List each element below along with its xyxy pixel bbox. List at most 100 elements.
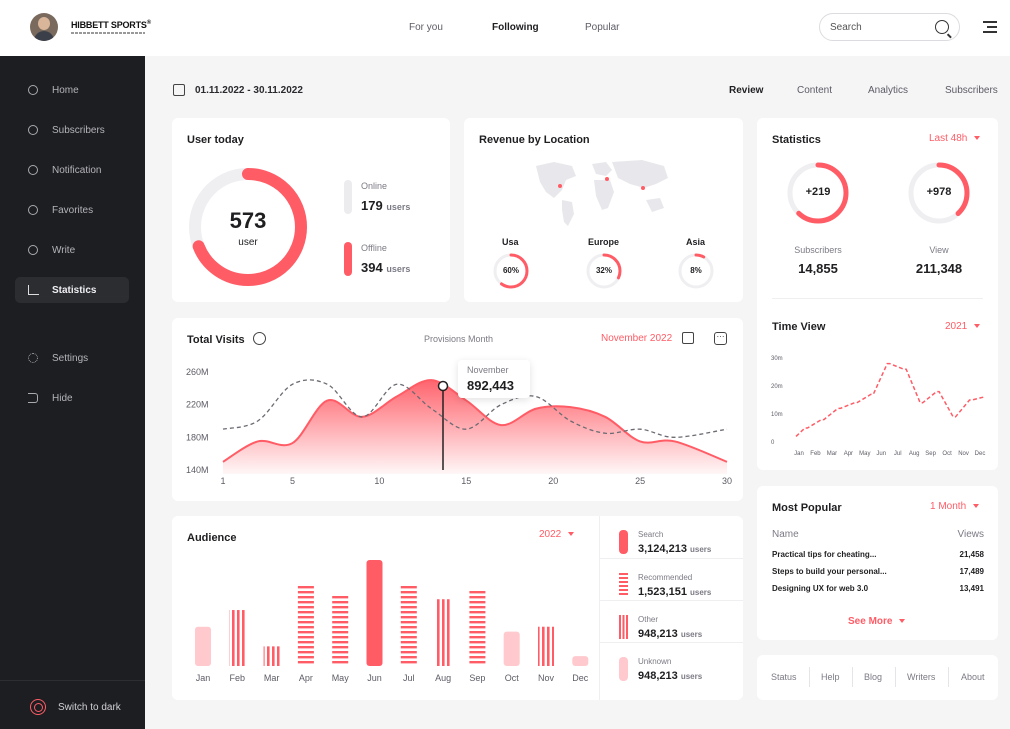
popular-period-selector[interactable]: 1 Month — [930, 501, 980, 512]
legend-swatch — [619, 615, 628, 639]
column-name: Name — [772, 529, 799, 540]
y-tick-label: 30m — [771, 356, 783, 362]
nav-popular[interactable]: Popular — [585, 22, 620, 33]
tab-analytics[interactable]: Analytics — [868, 85, 909, 96]
ring-segment — [493, 253, 529, 289]
calendar-icon[interactable] — [173, 84, 185, 96]
x-tick-label: May — [332, 673, 350, 683]
sidebar-item-label: Settings — [52, 353, 89, 364]
sidebar-item-favorites[interactable]: Favorites — [15, 197, 129, 223]
card-title: Revenue by Location — [479, 134, 590, 146]
legend-swatch — [619, 573, 628, 597]
footer-link-writers[interactable]: Writers — [907, 672, 936, 682]
footer-link-about[interactable]: About — [961, 672, 985, 682]
time-view-title: Time View — [772, 321, 826, 333]
region-asia-percent: 8% — [690, 266, 702, 275]
period-selector[interactable]: November 2022 — [601, 333, 673, 344]
footer-link-status[interactable]: Status — [771, 672, 797, 682]
footer-link-blog[interactable]: Blog — [864, 672, 883, 682]
x-tick-label: Oct — [505, 673, 520, 683]
x-tick-label: 30 — [722, 476, 732, 486]
more-icon[interactable]: ··· — [714, 332, 727, 345]
x-tick-label: Oct — [942, 451, 952, 457]
bar-sep — [469, 589, 486, 666]
search-input[interactable]: Search — [819, 13, 960, 41]
nav-following[interactable]: Following — [492, 22, 539, 33]
sidebar-item-subscribers[interactable]: Subscribers — [15, 117, 129, 143]
x-tick-label: Feb — [810, 451, 821, 457]
x-tick-label: 5 — [290, 476, 295, 486]
time-view-year-selector[interactable]: 2021 — [945, 321, 981, 332]
bar-jul — [400, 583, 417, 666]
y-tick-label: 10m — [771, 412, 783, 418]
popular-item-views: 21,458 — [959, 550, 984, 559]
tab-review[interactable]: Review — [729, 85, 764, 96]
time-view-line — [795, 362, 985, 437]
y-tick-label: 260M — [186, 367, 209, 377]
region-asia-label: Asia — [686, 237, 706, 247]
card-title: Most Popular — [772, 502, 842, 514]
user-today-card: User today 573 user Online 179 users Off… — [172, 118, 450, 302]
sidebar-divider — [0, 680, 145, 681]
sidebar-item-label: Subscribers — [52, 125, 105, 136]
sidebar-item-statistics[interactable]: Statistics — [15, 277, 129, 303]
sidebar-item-label: Hide — [52, 393, 73, 404]
x-tick-label: Mar — [264, 673, 280, 683]
sidebar-item-home[interactable]: Home — [15, 77, 129, 103]
search-icon[interactable] — [935, 20, 949, 34]
x-tick-label: 10 — [374, 476, 384, 486]
revenue-card: Revenue by Location Usa Europe Asia 60% … — [464, 118, 743, 302]
hide-icon — [28, 393, 38, 403]
sidebar-item-write[interactable]: Write — [15, 237, 129, 263]
subscribers-delta: +219 — [805, 186, 831, 198]
region-europe-ring — [586, 253, 622, 289]
sidebar-item-label: Notification — [52, 165, 102, 176]
date-range[interactable]: 01.11.2022 - 30.11.2022 — [195, 85, 303, 96]
bar-feb — [229, 610, 246, 666]
card-title: Audience — [187, 532, 237, 544]
year-selector[interactable]: 2022 — [539, 529, 575, 540]
legend-value: 3,124,213 users — [638, 543, 712, 555]
online-value: 179 users — [361, 198, 411, 213]
sidebar-item-hide[interactable]: Hide — [15, 385, 129, 411]
bar-nov — [538, 626, 554, 666]
legend-item: Other 948,213 users — [600, 600, 743, 642]
footer-link-help[interactable]: Help — [821, 672, 840, 682]
ring-segment — [586, 253, 622, 289]
region-europe-percent: 32% — [595, 266, 612, 275]
sidebar-item-notification[interactable]: Notification — [15, 157, 129, 183]
y-tick-label: 180M — [186, 432, 209, 442]
calendar-icon[interactable] — [682, 332, 694, 344]
x-tick-label: Mar — [827, 451, 837, 457]
see-more-link[interactable]: See More — [848, 616, 906, 627]
users-total: 573 — [229, 208, 267, 233]
tab-content[interactable]: Content — [797, 85, 833, 96]
popular-item-title[interactable]: Practical tips for cheating... — [772, 550, 877, 559]
sidebar-item-settings[interactable]: Settings — [15, 345, 129, 371]
legend-label: Unknown — [638, 657, 672, 666]
nav-for-you[interactable]: For you — [409, 22, 443, 33]
tooltip-value: 892,443 — [467, 378, 514, 393]
tab-subscribers[interactable]: Subscribers — [945, 85, 998, 96]
offline-value: 394 users — [361, 260, 411, 275]
view-value: 211,348 — [915, 261, 963, 276]
x-tick-label: Jan — [196, 673, 211, 683]
avatar[interactable] — [30, 13, 58, 41]
theme-toggle-icon[interactable] — [30, 699, 46, 715]
legend-swatch — [619, 657, 628, 681]
offline-label: Offline — [361, 243, 387, 253]
x-tick-label: 15 — [461, 476, 471, 486]
bar-mar — [263, 646, 280, 666]
time-view-chart: 0 10m 20m 30m Jan Feb Mar Apr May Jun Jul Aug Sep Oct… — [771, 356, 985, 457]
switch-to-dark-button[interactable]: Switch to dark — [58, 702, 121, 713]
x-tick-label: Nov — [958, 451, 969, 457]
popular-item-title[interactable]: Designing UX for web 3.0 — [772, 584, 869, 593]
x-tick-label: Jun — [876, 451, 886, 457]
stats-period-selector[interactable]: Last 48h — [929, 133, 981, 144]
info-icon[interactable] — [253, 332, 266, 345]
menu-icon[interactable] — [983, 21, 997, 33]
audience-card: Audience 2022 Jan Feb Mar Apr May Jun Jul Aug Se… — [172, 516, 743, 700]
chart-tooltip: November 892,443 — [458, 360, 530, 398]
bar-aug — [435, 599, 452, 666]
popular-item-title[interactable]: Steps to build your personal... — [772, 567, 887, 576]
